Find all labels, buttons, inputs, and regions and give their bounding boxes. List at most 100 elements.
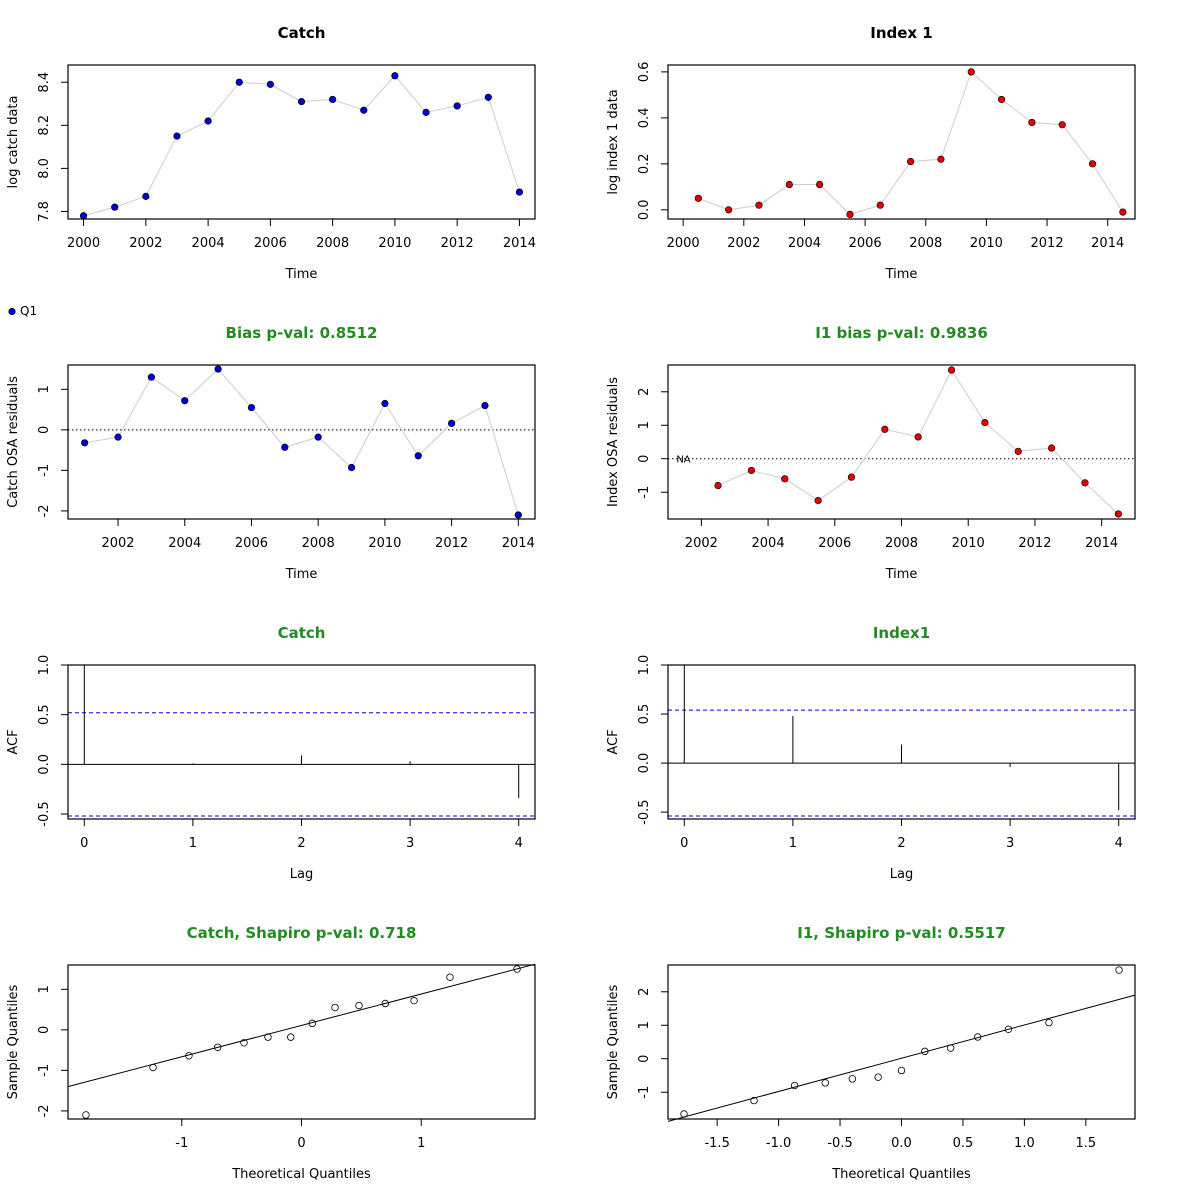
x-tick-label: 3 (406, 836, 414, 851)
qq-point (821, 1079, 830, 1087)
na-annotation: NA (676, 455, 690, 466)
qq-point (513, 965, 521, 973)
data-point (1088, 160, 1097, 168)
y-tick-label: -0.5 (37, 801, 52, 826)
x-tick-label: 2002 (685, 536, 718, 551)
panel-index1_qq: I1, Shapiro p-val: 0.5517 Theoretical Qua… (606, 924, 1136, 1182)
panel-catch_ts: Catch Time log catch data 2000 2002 2004 2006 2… (6, 24, 536, 282)
plot-frame (67, 64, 536, 220)
x-tick-label: 2014 (1091, 236, 1124, 251)
y-axis-label: log index 1 data (606, 89, 621, 194)
data-point (1081, 479, 1089, 487)
data-point (114, 433, 122, 441)
x-tick-label: 2 (897, 836, 905, 851)
data-point (937, 155, 945, 163)
data-point (881, 425, 889, 433)
series-line (698, 71, 1124, 215)
y-tick-label: 1.0 (637, 655, 652, 676)
x-axis-label: Lag (290, 867, 313, 882)
x-tick-label: 2008 (885, 536, 918, 551)
y-tick-label: 1 (37, 385, 52, 393)
x-axis-label: Lag (890, 867, 913, 882)
qq-point (213, 1043, 222, 1051)
panel-title: Catch, Shapiro p-val: 0.718 (187, 924, 417, 942)
qq-reference-line (667, 994, 1136, 1122)
plot-frame (67, 364, 536, 520)
qq-point (848, 1075, 857, 1083)
y-tick-label: 7.8 (37, 201, 52, 222)
x-tick-label: 2006 (235, 536, 268, 551)
data-point (181, 397, 189, 405)
data-point (914, 433, 922, 441)
data-point (281, 443, 289, 451)
y-axis-label: log catch data (6, 96, 21, 189)
data-point (846, 210, 854, 219)
data-point (514, 511, 522, 519)
x-tick-label: 2012 (435, 536, 468, 551)
x-tick-label: 4 (515, 836, 523, 851)
data-point (111, 203, 119, 211)
plot-frame (667, 964, 1136, 1120)
x-tick-label: 3 (1006, 836, 1014, 851)
data-point (814, 496, 822, 505)
plot-frame (667, 364, 1136, 520)
x-tick-label: 1.5 (1075, 1136, 1096, 1151)
qq-point (264, 1033, 272, 1041)
panel-title: I1, Shapiro p-val: 0.5517 (797, 924, 1005, 942)
legend-label: Q1 (20, 304, 37, 318)
qq-point (287, 1033, 295, 1041)
y-tick-label: 0.6 (637, 62, 652, 83)
y-axis-label: Sample Quantiles (6, 984, 21, 1099)
x-tick-label: 2004 (752, 536, 785, 551)
y-tick-label: -0.5 (637, 799, 652, 824)
qq-point (790, 1081, 799, 1090)
y-tick-label: 0.0 (37, 754, 52, 775)
panel-index1_ts: Index 1 Time log index 1 data 2000 2002 2004 2… (606, 24, 1136, 282)
data-point (1119, 208, 1127, 216)
data-point (755, 201, 763, 209)
x-tick-label: 2002 (727, 236, 760, 251)
y-tick-label: 1 (37, 985, 52, 993)
data-point (747, 466, 755, 475)
panel-title: Bias p-val: 0.8512 (226, 324, 378, 342)
qq-point (355, 1001, 363, 1010)
series-line (84, 368, 519, 516)
panel-catch_acf: Catch Lag ACF 0 1 2 3 4 -0.5 0.0 0.5 1.0 (6, 624, 536, 882)
data-point (329, 95, 337, 104)
y-tick-label: 0 (637, 1055, 652, 1063)
data-point (947, 366, 956, 374)
qq-point (946, 1044, 955, 1052)
x-tick-label: 2014 (502, 536, 535, 551)
panel-catch_resid: Bias p-val: 0.8512 Time Catch OSA residual… (6, 324, 536, 582)
panel-catch_qq: Catch, Shapiro p-val: 0.718 Theoretical Q… (6, 924, 536, 1182)
panel-title: Index1 (873, 624, 930, 642)
data-point (453, 102, 461, 110)
plot-frame (667, 664, 1136, 820)
y-axis-label: Sample Quantiles (606, 984, 621, 1099)
legend: Q1 (8, 304, 37, 318)
data-point (422, 108, 430, 116)
x-tick-label: -1 (175, 1136, 188, 1151)
x-tick-label: 2014 (1085, 536, 1118, 551)
qq-point (921, 1047, 929, 1056)
qq-point (1115, 966, 1123, 974)
x-tick-label: -1.0 (766, 1136, 791, 1151)
x-tick-label: 2012 (441, 236, 474, 251)
y-tick-label: 2 (637, 388, 652, 396)
data-point (147, 373, 155, 381)
x-tick-label: 2008 (302, 536, 335, 551)
y-tick-label: 0 (637, 455, 652, 463)
x-tick-label: 2002 (129, 236, 162, 251)
legend-marker (8, 307, 16, 316)
data-point (785, 180, 793, 189)
data-point (247, 403, 256, 412)
x-tick-label: 2008 (316, 236, 349, 251)
y-tick-label: 1 (637, 1021, 652, 1029)
x-axis-label: Theoretical Quantiles (831, 1167, 971, 1182)
series-line (717, 369, 1119, 515)
y-tick-label: 0 (37, 1026, 52, 1034)
qq-point (1045, 1018, 1053, 1027)
x-tick-label: 2010 (368, 536, 401, 551)
x-tick-label: 2 (297, 836, 305, 851)
y-tick-label: 8.0 (37, 158, 52, 179)
